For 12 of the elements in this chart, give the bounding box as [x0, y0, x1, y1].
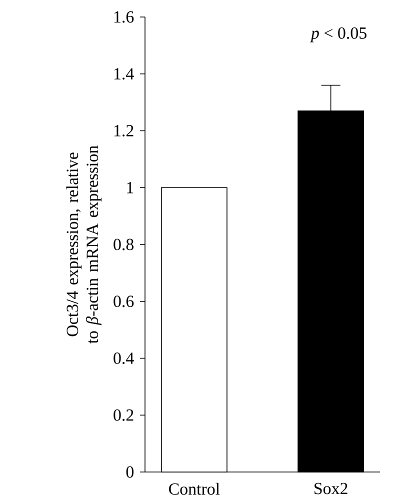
x-tick-label: Control: [169, 482, 220, 495]
y-tick-label: 1.4: [114, 68, 134, 80]
y-tick-label: 0.8: [114, 238, 134, 250]
x-tick-label: Sox2: [314, 482, 348, 494]
annotation: p < 0.05: [310, 27, 366, 42]
y-tick-label: 0.6: [114, 296, 134, 308]
y-tick-label: 1.2: [114, 125, 134, 136]
y-tick-label: 0.4: [114, 352, 134, 364]
y-tick-label: 0.2: [114, 409, 134, 421]
y-tick-label: 1: [127, 182, 134, 194]
y-tick-label: 0: [126, 466, 134, 478]
y-tick-label: 1.6: [114, 11, 134, 23]
